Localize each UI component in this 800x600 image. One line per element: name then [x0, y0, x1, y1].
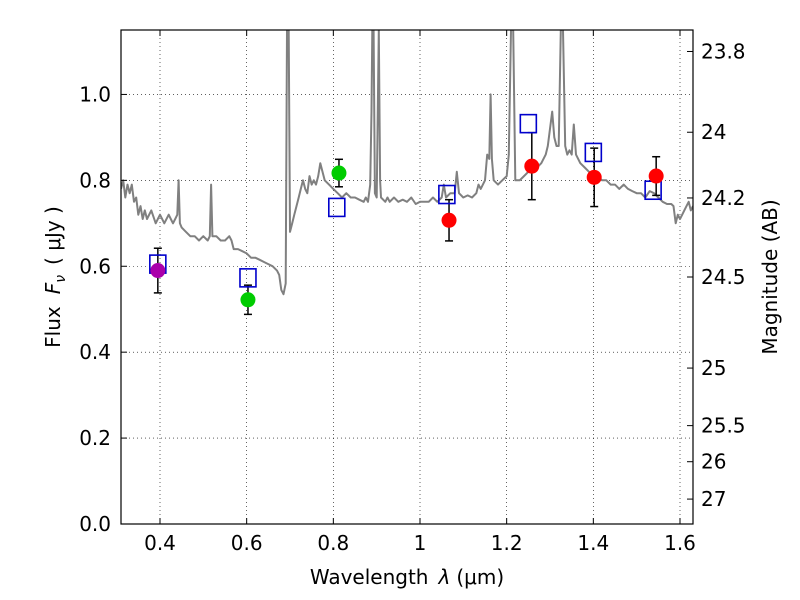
y-tick-label: 0.0 [79, 512, 111, 536]
observed-flux-point [331, 165, 347, 181]
y-axis-label-text: Flux [41, 306, 65, 348]
grid-layer [121, 30, 693, 524]
y2-tick-label: 24 [701, 120, 726, 144]
model-layer [149, 113, 662, 288]
tick-layer: 0.4 0.6 0.8 1 1.2 1.4 1.6 0.0 0.2 0.4 0.6 0.8 1.0 23.… [79, 30, 746, 555]
model-flux-square [584, 142, 603, 163]
y2-tick-label: 27 [701, 487, 726, 511]
y2-tick-label: 26 [701, 450, 726, 474]
x-tick-label: 1.6 [664, 531, 696, 555]
x-tick-label: 0.8 [317, 531, 349, 555]
y2-tick-label: 24.2 [701, 186, 746, 210]
y-axis-label: Flux Fν ( μJy ) [41, 206, 69, 348]
model-flux-square [438, 184, 456, 205]
sed-template-line [121, 30, 693, 296]
observed-flux-point [648, 168, 664, 184]
x-axis-label-symbol: λ [438, 565, 451, 589]
y-tick-label: 1.0 [79, 82, 111, 106]
x-axis-label-unit: (μm) [456, 565, 504, 589]
y-axis-label-symbol: F [41, 282, 65, 294]
x-tick-label: 1 [414, 531, 427, 555]
model-flux-square [519, 113, 538, 134]
model-flux-square [239, 268, 257, 288]
x-tick-label: 1.2 [491, 531, 523, 555]
x-axis-label-text: Wavelength [310, 565, 429, 589]
observed-flux-point [240, 292, 256, 308]
x-tick-label: 0.6 [231, 531, 263, 555]
observed-flux-point [524, 158, 540, 174]
y-tick-label: 0.6 [79, 254, 111, 278]
x-tick-label: 1.4 [577, 531, 609, 555]
y2-tick-label: 23.8 [701, 39, 746, 63]
y-tick-label: 0.4 [79, 340, 111, 364]
x-axis-label: Wavelength λ (μm) [310, 565, 504, 589]
x-tick-label: 0.4 [144, 531, 176, 555]
y-tick-label: 0.8 [79, 168, 111, 192]
observed-flux-point [150, 263, 166, 279]
errorbar-layer [153, 131, 661, 316]
plot-frame [120, 29, 694, 525]
y-axis-label-subscript: ν [53, 275, 69, 283]
y-tick-label: 0.2 [79, 426, 111, 450]
y2-axis-label: Magnitude (AB) [758, 199, 782, 354]
observed-flux-point [441, 212, 457, 228]
y-axis-label-unit: ( μJy ) [41, 206, 65, 265]
y2-tick-label: 24.5 [701, 265, 746, 289]
y2-tick-label: 25 [701, 356, 726, 380]
sed-layer [121, 30, 693, 296]
y2-tick-label: 25.5 [701, 414, 746, 438]
model-flux-square [327, 197, 346, 218]
observed-layer [150, 158, 664, 308]
observed-flux-point [586, 169, 602, 185]
